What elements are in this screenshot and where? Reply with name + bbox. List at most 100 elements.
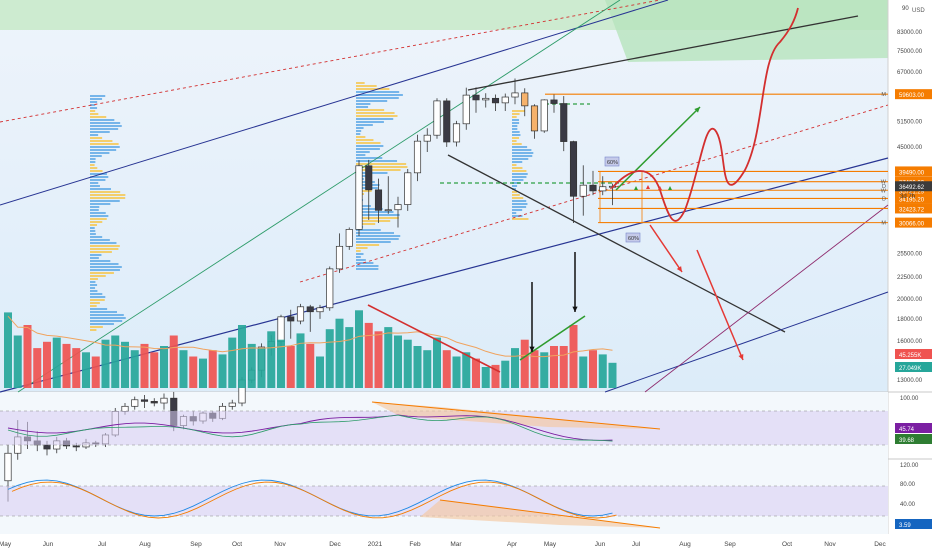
volume-profile-bar	[512, 212, 517, 214]
volume-profile-bar	[512, 206, 527, 208]
time-tick-label: Feb	[409, 541, 421, 548]
green-volume-trend	[519, 315, 586, 361]
volume-profile-bar	[90, 194, 126, 196]
volume-bar	[82, 352, 90, 388]
volume-profile-bar	[90, 104, 96, 106]
volume-profile-bar	[90, 239, 110, 241]
candle	[326, 268, 334, 309]
volume-bar	[160, 346, 168, 388]
volume-profile-bar	[356, 154, 366, 156]
volume-profile-bar	[356, 115, 398, 117]
candle	[316, 307, 324, 313]
time-tick-label: Apr	[507, 541, 518, 548]
level-tag: W	[881, 180, 887, 186]
tag-label: 60%	[607, 160, 618, 166]
volume-profile-bar	[90, 281, 96, 283]
volume-profile-bar	[356, 211, 394, 213]
volume-profile-bar	[356, 106, 369, 108]
volume-profile-bar	[512, 209, 523, 211]
volume-profile-bar	[90, 266, 122, 268]
time-tick-label: May	[0, 541, 12, 548]
volume-profile-bar	[356, 136, 366, 138]
volume-profile-bar	[512, 119, 520, 121]
volume-profile-bar	[512, 152, 534, 154]
black-arrow-1-head	[529, 346, 535, 352]
volume-profile-bar	[356, 151, 370, 153]
volume-profile-bar	[90, 245, 120, 247]
volume-bar	[442, 350, 451, 388]
price-tick-label: 25500.00	[897, 252, 923, 258]
volume-profile-bar	[356, 235, 401, 237]
volume-profile-bar	[90, 257, 99, 259]
volume-profile-bar	[90, 209, 99, 211]
volume-bar	[150, 352, 159, 388]
volume-profile-bar	[90, 251, 112, 253]
volume-profile-bar	[90, 143, 119, 145]
volume-profile-bar	[356, 160, 398, 162]
volume-profile-bar	[356, 88, 390, 90]
volume-bar	[530, 350, 539, 388]
price-tick-label: 18000.00	[897, 317, 923, 323]
volume-profile-bar	[90, 176, 109, 178]
black-arrow-2-head	[572, 306, 578, 312]
volume-profile-bar	[356, 145, 384, 147]
candle	[521, 92, 529, 107]
osc2-tick: 40.00	[900, 502, 916, 508]
volume-bars	[4, 310, 617, 388]
volume-profile-bar	[90, 122, 121, 124]
volume-profile-bar	[512, 143, 522, 145]
volume-profile-bar	[356, 118, 394, 120]
volume-profile-bar	[90, 269, 120, 271]
volume-profile-bar	[90, 164, 95, 166]
volume-profile-bar	[356, 94, 403, 96]
volume-bar	[277, 339, 285, 388]
time-tick-label: Aug	[679, 541, 691, 548]
volume-bar	[520, 339, 529, 388]
price-level-badge: 35721.29	[899, 189, 925, 195]
volume-profile-bar	[356, 82, 365, 84]
time-tick-label: 2021	[368, 541, 383, 548]
volume-profile-bar	[356, 91, 400, 93]
volume-bar	[569, 325, 578, 388]
volume-profile-bar	[356, 163, 407, 165]
volume-profile-bar	[90, 167, 98, 169]
volume-bar	[325, 329, 334, 388]
time-tick-label: Oct	[232, 541, 242, 548]
time-tick-label: Sep	[724, 541, 736, 548]
volume-bar	[228, 337, 237, 388]
purple-line	[644, 204, 889, 393]
small-marker-2	[646, 185, 650, 189]
level-tag: M	[881, 221, 886, 227]
volume-profile-bar	[356, 253, 364, 255]
candle	[365, 165, 373, 191]
volume-profile-bar	[512, 149, 532, 151]
volume-bar	[540, 352, 549, 388]
candle	[540, 99, 548, 132]
volume-profile-bar	[90, 128, 119, 130]
time-tick-label: Dec	[874, 541, 886, 548]
candle	[589, 184, 597, 192]
volume-bar	[286, 346, 295, 388]
volume-profile-bar	[356, 127, 364, 129]
volume-profile-bar	[512, 200, 527, 202]
volume-profile-bar	[90, 230, 96, 232]
candle	[452, 123, 461, 143]
candle	[43, 444, 51, 450]
volume-badge: 45.255K	[899, 353, 921, 359]
candle	[423, 134, 431, 142]
volume-profile-bar	[356, 97, 399, 99]
osc1-trend	[371, 401, 661, 430]
volume-profile-bar	[356, 169, 401, 171]
volume-bar	[218, 354, 227, 388]
candle	[72, 445, 80, 448]
volume-profile-bar	[90, 116, 107, 118]
volume-profile-bar	[512, 182, 520, 184]
volume-profile-bar	[90, 326, 103, 328]
volume-profile-bar	[90, 278, 98, 280]
volume-bar	[101, 339, 110, 388]
candle	[355, 165, 363, 230]
volume-bar	[550, 346, 558, 388]
tag-label-box	[604, 156, 620, 167]
volume-profile-bar	[356, 238, 399, 240]
candle	[501, 96, 509, 104]
